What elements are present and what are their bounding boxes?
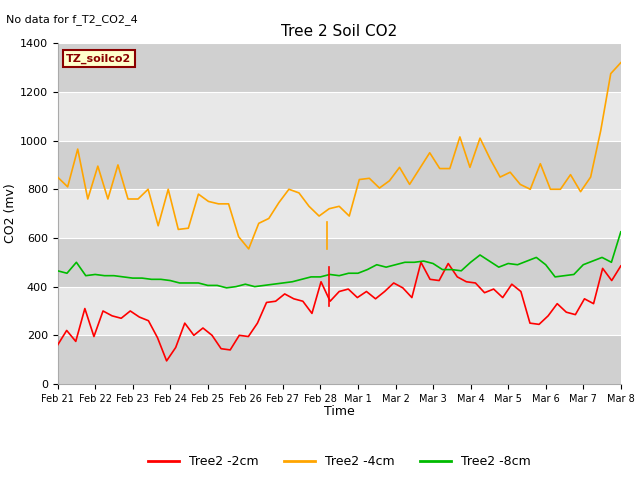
Bar: [58, 141, 621, 189]
Bar: [58, 92, 621, 141]
Bar: [58, 43, 621, 92]
X-axis label: Time: Time: [324, 405, 355, 418]
Text: TZ_soilco2: TZ_soilco2: [66, 53, 131, 64]
Bar: [58, 336, 621, 384]
Y-axis label: CO2 (mv): CO2 (mv): [4, 184, 17, 243]
Text: No data for f_T2_CO2_4: No data for f_T2_CO2_4: [6, 14, 138, 25]
Bar: [58, 287, 621, 336]
Title: Tree 2 Soil CO2: Tree 2 Soil CO2: [281, 24, 397, 39]
Bar: [58, 238, 621, 287]
Bar: [58, 189, 621, 238]
Legend: Tree2 -2cm, Tree2 -4cm, Tree2 -8cm: Tree2 -2cm, Tree2 -4cm, Tree2 -8cm: [143, 450, 536, 473]
